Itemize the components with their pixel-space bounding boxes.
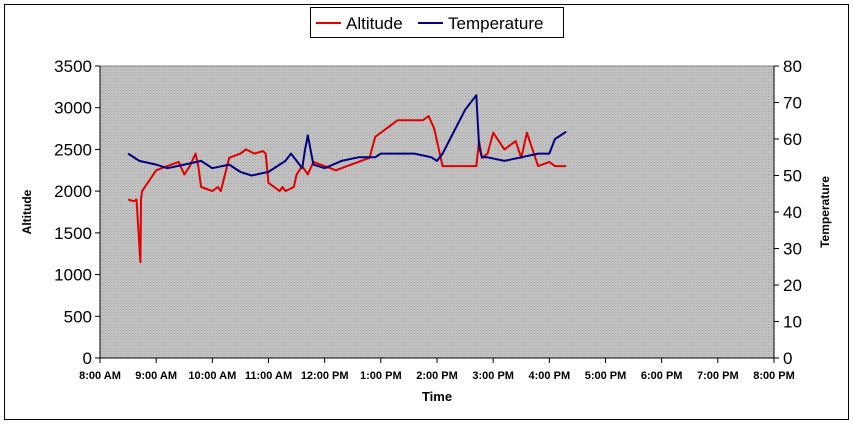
y-tick-label: 3500 <box>54 57 92 76</box>
y2-tick-label: 70 <box>783 94 802 113</box>
legend-altitude-label: Altitude <box>346 14 403 33</box>
x-tick-label: 7:00 PM <box>697 370 739 382</box>
series-layer <box>127 94 567 264</box>
y2-tick-label: 10 <box>783 313 802 332</box>
x-axis-title: Time <box>422 389 452 404</box>
plot-area <box>99 65 775 359</box>
legend: Altitude Temperature <box>310 7 564 38</box>
series-line-altitude <box>127 115 567 264</box>
y-tick-label: 2000 <box>54 182 92 201</box>
x-tick-label: 1:00 PM <box>360 370 402 382</box>
x-tick-label: 11:00 AM <box>245 370 292 382</box>
x-tick-label: 8:00 AM <box>79 370 121 382</box>
y-tick-label: 1500 <box>54 224 92 243</box>
x-tick-label: 9:00 AM <box>135 370 177 382</box>
legend-temperature-label: Temperature <box>448 14 543 33</box>
y-tick-label: 1000 <box>54 266 92 285</box>
y-tick-label: 3000 <box>54 99 92 118</box>
y2-tick-label: 60 <box>783 130 802 149</box>
series-line-temperature <box>127 94 567 177</box>
x-tick-label: 12:00 PM <box>301 370 349 382</box>
x-tick-label: 8:00 PM <box>753 370 795 382</box>
x-tick-label: 2:00 PM <box>416 370 458 382</box>
x-tick-label: 10:00 AM <box>188 370 236 382</box>
y2-axis-title: Temperature <box>818 176 832 248</box>
y-tick-label: 2500 <box>54 140 92 159</box>
y2-tick-label: 80 <box>783 57 802 76</box>
x-tick-label: 4:00 PM <box>529 370 571 382</box>
x-tick-label: 3:00 PM <box>472 370 514 382</box>
y2-tick-label: 20 <box>783 276 802 295</box>
y2-tick-label: 40 <box>783 203 802 222</box>
y-tick-label: 0 <box>83 349 92 368</box>
x-tick-label: 5:00 PM <box>585 370 627 382</box>
ticks-layer: 0 500 1000 1500 2000 2500 3000 3500 0 10 20 30 40 50 6… <box>54 57 802 382</box>
y2-tick-label: 50 <box>783 167 802 186</box>
x-tick-label: 6:00 PM <box>641 370 683 382</box>
y-tick-label: 500 <box>64 307 92 326</box>
y-axis-title: Altitude <box>20 189 34 234</box>
y2-tick-label: 0 <box>783 349 792 368</box>
y2-tick-label: 30 <box>783 240 802 259</box>
